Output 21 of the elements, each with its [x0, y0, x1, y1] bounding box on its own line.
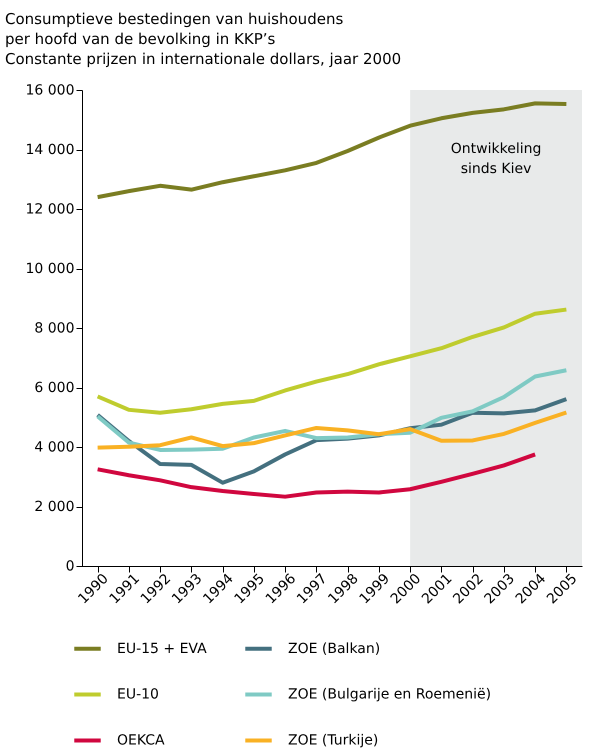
legend-label: EU-10 — [117, 686, 159, 702]
y-tick-label: 6 000 — [34, 380, 74, 396]
legend-label: EU-15 + EVA — [117, 640, 208, 657]
y-tick-label: 2 000 — [34, 499, 74, 515]
y-tick-label: 14 000 — [26, 142, 74, 158]
y-tick-label: 12 000 — [26, 202, 74, 218]
line-series — [96, 410, 568, 450]
chart-title: Consumptieve bestedingen van huishoudens per hoofd van de bevolking in KKP’s Constante prijzen in internationale dollars, jaar 2000 — [5, 10, 402, 68]
line-series — [96, 452, 538, 499]
legend-label: ZOE (Turkije) — [288, 732, 378, 748]
band-label: Ontwikkeling sinds Kiev — [450, 141, 542, 177]
y-tick-label: 10 000 — [26, 261, 74, 277]
line-series — [96, 101, 568, 200]
line-series — [96, 308, 568, 415]
y-tick-label: 0 — [66, 558, 74, 574]
legend-label: ZOE (Bulgarije en Roemenië) — [288, 686, 492, 702]
y-tick-label: 16 000 — [26, 82, 74, 98]
y-tick-label: 8 000 — [34, 320, 74, 336]
y-tick-label: 4 000 — [34, 440, 74, 456]
legend-label: ZOE (Balkan) — [288, 640, 380, 657]
legend-label: OEKCA — [117, 732, 166, 748]
